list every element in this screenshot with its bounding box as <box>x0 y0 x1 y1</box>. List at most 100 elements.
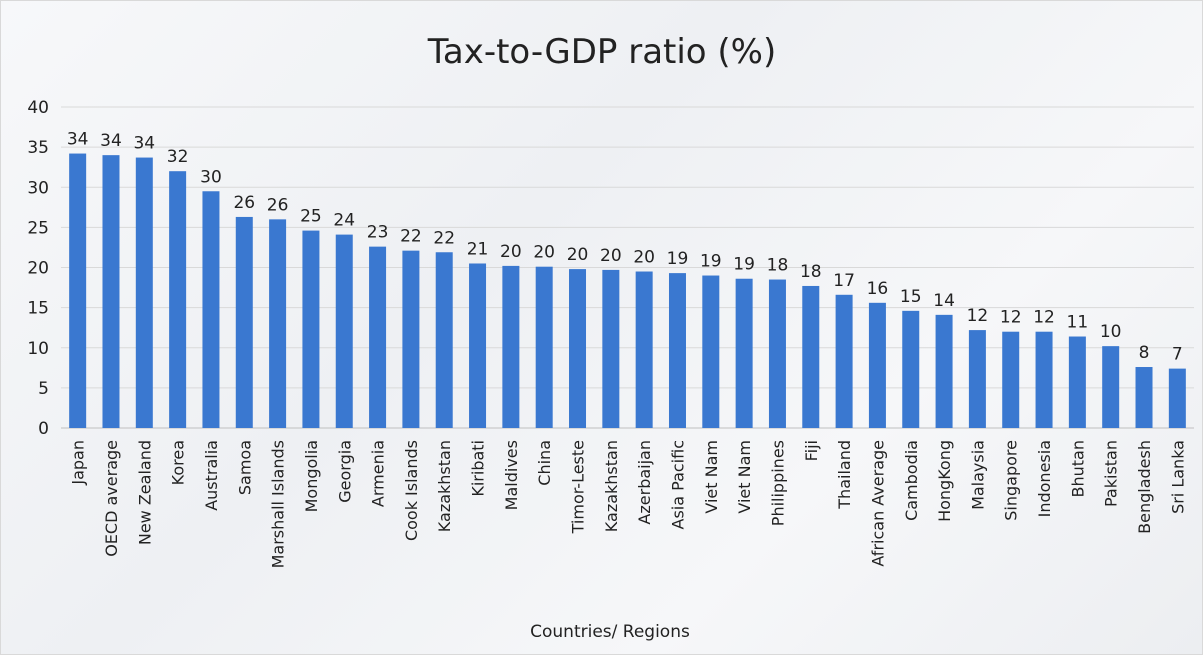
bar <box>1035 331 1053 428</box>
data-label: 17 <box>833 271 855 291</box>
data-label: 21 <box>467 239 489 259</box>
bar <box>802 285 820 428</box>
x-tick-label: Mongolia <box>302 440 321 512</box>
bar <box>668 273 686 428</box>
bar <box>369 246 387 428</box>
data-label: 14 <box>933 291 955 311</box>
bar <box>835 294 853 428</box>
bar <box>269 219 287 428</box>
y-tick-label: 0 <box>38 419 49 439</box>
data-label: 20 <box>567 245 589 265</box>
x-tick-label: Sri Lanka <box>1168 440 1187 514</box>
x-tick-label: Cambodia <box>902 440 921 521</box>
data-label: 16 <box>867 279 889 299</box>
bar <box>202 191 220 428</box>
data-label: 10 <box>1100 322 1122 342</box>
bar <box>768 279 786 428</box>
x-tick-label: Maldives <box>502 440 521 510</box>
data-label: 34 <box>100 131 122 151</box>
x-tick-label: Kazakhstan <box>435 440 454 532</box>
y-tick-label: 40 <box>27 98 49 118</box>
x-tick-label: Malaysia <box>968 440 987 510</box>
data-label: 34 <box>133 134 155 154</box>
bar <box>135 157 153 428</box>
x-tick-label: Marshall Islands <box>269 440 288 568</box>
x-tick-label: Azerbaijan <box>635 440 654 525</box>
chart-title: Tax-to-GDP ratio (%) <box>427 32 777 72</box>
y-tick-label: 15 <box>27 299 49 319</box>
data-label: 15 <box>900 287 922 307</box>
y-tick-label: 10 <box>27 339 49 359</box>
x-tick-label: Cook Islands <box>402 440 421 541</box>
bar <box>935 314 953 428</box>
data-label: 19 <box>733 255 755 275</box>
data-label: 20 <box>600 246 622 266</box>
bar <box>535 266 553 428</box>
data-label: 18 <box>800 262 822 282</box>
x-tick-label: Singapore <box>1002 440 1021 521</box>
bar <box>702 275 720 428</box>
x-tick-label: Japan <box>69 440 88 486</box>
x-axis: Japan OECD average New Zealand Korea Austral… <box>69 440 1188 568</box>
bar <box>402 250 420 428</box>
x-tick-label: OECD average <box>102 440 121 557</box>
data-label: 26 <box>267 195 289 215</box>
data-label: 20 <box>500 242 522 262</box>
data-label: 7 <box>1172 345 1183 365</box>
bar <box>435 252 453 428</box>
x-tick-label: Fiji <box>802 440 821 461</box>
data-label: 24 <box>333 211 355 231</box>
y-tick-label: 5 <box>38 379 49 399</box>
x-tick-label: Philippines <box>768 440 787 526</box>
data-label: 22 <box>433 228 455 248</box>
x-tick-label: Timor-Leste <box>569 440 588 534</box>
bar <box>602 269 620 428</box>
data-label: 11 <box>1067 313 1089 333</box>
x-tick-label: Pakistan <box>1102 440 1121 507</box>
x-tick-label: African Average <box>868 440 887 567</box>
bar <box>1135 367 1153 428</box>
bar <box>1168 368 1186 428</box>
x-tick-label: Indonesia <box>1035 440 1054 517</box>
data-label: 30 <box>200 167 222 187</box>
x-tick-label: Kazakhstan <box>602 440 621 532</box>
x-tick-label: Viet Nam <box>735 440 754 514</box>
bar <box>169 171 187 428</box>
y-tick-label: 25 <box>27 218 49 238</box>
bar <box>469 263 487 428</box>
bar <box>868 302 886 428</box>
x-tick-label: Bhutan <box>1068 440 1087 497</box>
x-tick-label: Asia Pacific <box>668 440 687 529</box>
data-label: 8 <box>1139 343 1150 363</box>
bar <box>1102 346 1120 428</box>
x-tick-label: Georgia <box>335 440 354 503</box>
data-label: 20 <box>633 248 655 268</box>
x-tick-label: HongKong <box>935 440 954 522</box>
x-axis-title: Countries/ Regions <box>530 622 690 642</box>
data-labels: 34 34 34 32 30 26 26 25 24 23 22 22 21 20 20 20 20 20 19 19… <box>67 130 1183 365</box>
data-label: 20 <box>533 243 555 263</box>
bar <box>1068 336 1086 428</box>
x-tick-label: Samoa <box>235 440 254 495</box>
data-label: 34 <box>67 130 89 150</box>
bar <box>502 265 520 428</box>
bar <box>335 234 353 428</box>
bar <box>902 310 920 428</box>
data-label: 32 <box>167 147 189 167</box>
bar <box>102 155 120 428</box>
y-tick-label: 35 <box>27 138 49 158</box>
bar <box>302 230 320 428</box>
x-tick-label: Kiribati <box>469 440 488 497</box>
data-label: 12 <box>1000 308 1022 328</box>
data-label: 25 <box>300 207 322 227</box>
data-label: 12 <box>967 306 989 326</box>
bars <box>69 153 1186 429</box>
x-tick-label: New Zealand <box>135 440 154 545</box>
y-axis: 0 5 10 15 20 25 30 35 40 <box>27 98 49 439</box>
data-label: 23 <box>367 223 389 243</box>
data-label: 22 <box>400 227 422 247</box>
data-label: 26 <box>233 193 255 213</box>
data-label: 19 <box>700 252 722 272</box>
bar <box>968 330 986 428</box>
